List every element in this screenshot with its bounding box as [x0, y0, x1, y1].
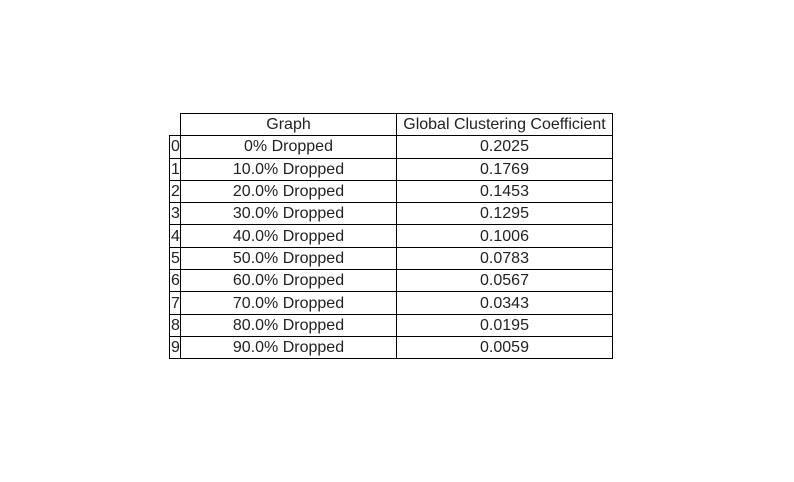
table-row: 6 60.0% Dropped 0.0567: [169, 269, 613, 293]
row-index: 4: [169, 224, 181, 248]
data-table-container: Graph Global Clustering Coefficient 0 0% …: [169, 112, 613, 360]
row-index: 8: [169, 313, 181, 337]
table-row: 4 40.0% Dropped 0.1006: [169, 224, 613, 248]
table-row: 1 10.0% Dropped 0.1769: [169, 157, 613, 181]
cell-clustering-coefficient: 0.0195: [396, 313, 613, 337]
cell-clustering-coefficient: 0.1769: [396, 157, 613, 181]
row-index: 1: [169, 157, 181, 181]
row-index: 3: [169, 202, 181, 226]
clustering-table: Graph Global Clustering Coefficient 0 0% …: [169, 112, 613, 360]
cell-graph: 0% Dropped: [180, 135, 397, 159]
cell-graph: 20.0% Dropped: [180, 179, 397, 204]
cell-clustering-coefficient: 0.0567: [396, 269, 613, 293]
table-row: 7 70.0% Dropped 0.0343: [169, 291, 613, 315]
table-row: 3 30.0% Dropped 0.1295: [169, 202, 613, 226]
row-index: 2: [169, 179, 181, 204]
table-row: 0 0% Dropped 0.2025: [169, 135, 613, 159]
row-index: 0: [169, 135, 181, 159]
column-header-gcc: Global Clustering Coefficient: [396, 112, 613, 137]
cell-graph: 50.0% Dropped: [180, 246, 397, 271]
row-index: 9: [169, 335, 181, 360]
cell-clustering-coefficient: 0.1453: [396, 179, 613, 204]
cell-clustering-coefficient: 0.2025: [396, 135, 613, 159]
index-header-blank: [169, 113, 181, 137]
cell-graph: 30.0% Dropped: [180, 202, 397, 226]
table-row: 5 50.0% Dropped 0.0783: [169, 246, 613, 271]
cell-clustering-coefficient: 0.1006: [396, 224, 613, 248]
cell-graph: 80.0% Dropped: [180, 313, 397, 337]
cell-graph: 40.0% Dropped: [180, 224, 397, 248]
header-row: Graph Global Clustering Coefficient: [169, 112, 613, 137]
table-row: 9 90.0% Dropped 0.0059: [169, 335, 613, 360]
column-header-graph: Graph: [180, 112, 397, 137]
cell-graph: 70.0% Dropped: [180, 291, 397, 315]
table-body: 0 0% Dropped 0.2025 1 10.0% Dropped 0.1769 2 20…: [169, 135, 613, 360]
cell-graph: 60.0% Dropped: [180, 269, 397, 293]
cell-graph: 90.0% Dropped: [180, 335, 397, 360]
table-row: 8 80.0% Dropped 0.0195: [169, 313, 613, 337]
cell-clustering-coefficient: 0.0343: [396, 291, 613, 315]
row-index: 7: [169, 291, 181, 315]
cell-clustering-coefficient: 0.0783: [396, 246, 613, 271]
row-index: 5: [169, 246, 181, 271]
table-row: 2 20.0% Dropped 0.1453: [169, 179, 613, 204]
cell-clustering-coefficient: 0.1295: [396, 202, 613, 226]
cell-clustering-coefficient: 0.0059: [396, 335, 613, 360]
row-index: 6: [169, 269, 181, 293]
cell-graph: 10.0% Dropped: [180, 157, 397, 181]
